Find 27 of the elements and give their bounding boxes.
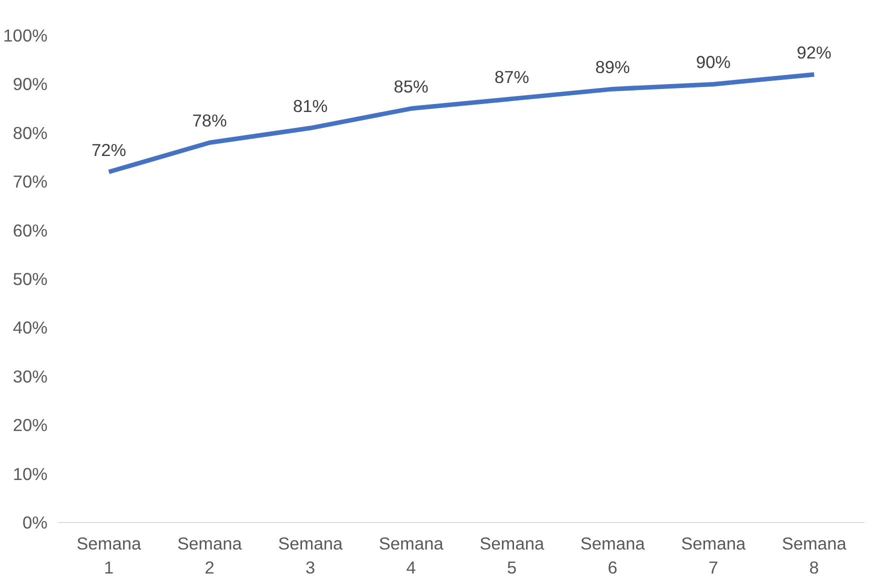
x-tick-label: Semana 6 — [580, 534, 646, 578]
data-label: 72% — [92, 140, 126, 160]
x-tick-label: Semana 7 — [681, 534, 746, 578]
y-tick-label: 60% — [12, 220, 48, 240]
x-tick-label: Semana 2 — [177, 534, 242, 578]
x-tick-label: Semana 1 — [76, 534, 142, 578]
y-tick-label: 90% — [12, 74, 48, 94]
x-tick-label: Semana 5 — [480, 534, 545, 578]
y-tick-label: 10% — [12, 464, 48, 484]
x-tick-label: Semana 3 — [278, 534, 344, 578]
data-label: 89% — [595, 57, 630, 78]
data-label: 92% — [796, 42, 832, 62]
y-tick-label: 30% — [12, 366, 48, 386]
y-tick-label: 50% — [12, 269, 48, 289]
data-label: 85% — [394, 76, 428, 97]
y-tick-label: 70% — [12, 172, 48, 192]
y-tick-label: 80% — [12, 122, 48, 143]
data-label: 87% — [494, 66, 530, 87]
y-tick-label: 100% — [3, 26, 48, 46]
y-tick-label: 40% — [12, 318, 48, 338]
data-label: 81% — [293, 96, 328, 116]
data-label: 90% — [696, 52, 731, 72]
x-tick-label: Semana 8 — [782, 534, 847, 578]
data-label: 78% — [192, 110, 227, 131]
y-tick-label: 0% — [22, 512, 48, 532]
y-tick-label: 20% — [12, 415, 48, 436]
x-tick-label: Semana 4 — [378, 534, 444, 578]
